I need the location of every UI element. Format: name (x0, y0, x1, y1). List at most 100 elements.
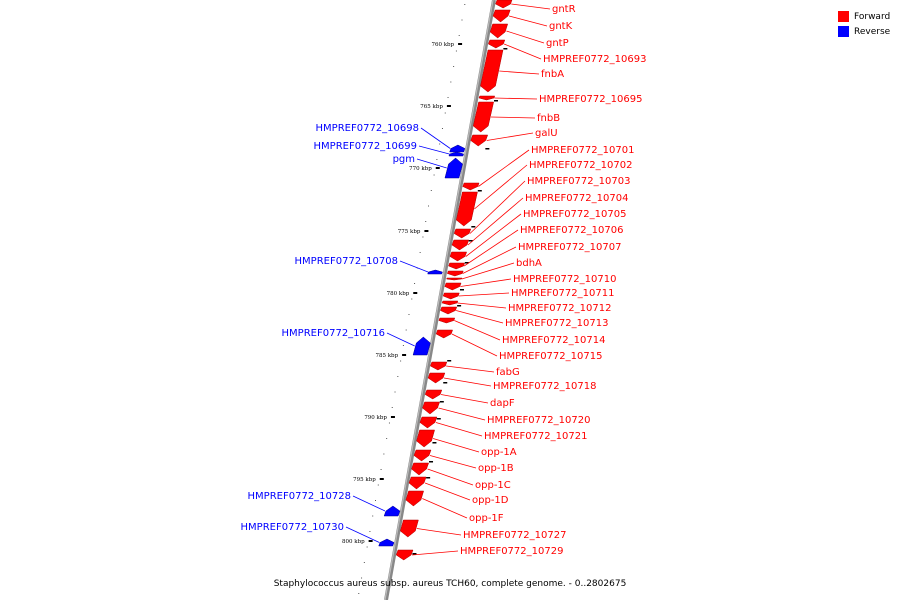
reverse-gene-feature[interactable] (449, 144, 466, 153)
forward-gene-label[interactable]: HMPREF0772_10712 (508, 303, 611, 314)
forward-gene-label[interactable]: opp-1B (478, 463, 514, 474)
forward-gene-label[interactable]: HMPREF0772_10706 (520, 225, 623, 236)
forward-gene-feature[interactable] (456, 191, 478, 227)
forward-gene-label[interactable]: HMPREF0772_10711 (511, 288, 614, 299)
ruler-dot (444, 112, 446, 114)
reverse-gene-feature[interactable] (444, 157, 463, 179)
forward-gene-feature[interactable] (430, 361, 448, 371)
forward-gene-feature[interactable] (442, 292, 460, 300)
scale-tick-label: 790 kbp (364, 415, 387, 421)
forward-gene-feature[interactable] (488, 39, 506, 49)
forward-gene-label[interactable]: HMPREF0772_10704 (525, 193, 628, 204)
forward-gene-feature[interactable] (427, 372, 446, 384)
forward-gene-feature[interactable] (449, 251, 467, 262)
forward-gene-label[interactable]: fabG (496, 367, 520, 378)
feature-marker (477, 190, 482, 192)
reverse-gene-label[interactable]: HMPREF0772_10716 (282, 328, 385, 339)
reverse-gene-label[interactable]: HMPREF0772_10698 (316, 123, 419, 134)
forward-gene-feature[interactable] (405, 490, 424, 507)
forward-gene-feature[interactable] (395, 549, 414, 561)
forward-gene-feature[interactable] (440, 306, 458, 315)
forward-gene-label[interactable]: HMPREF0772_10715 (499, 351, 602, 362)
forward-gene-label[interactable]: opp-1F (469, 513, 504, 524)
reverse-gene-label[interactable]: HMPREF0772_10699 (314, 141, 417, 152)
forward-gene-feature[interactable] (424, 389, 443, 400)
forward-gene-label[interactable]: HMPREF0772_10705 (523, 209, 626, 220)
reverse-gene-label[interactable]: HMPREF0772_10728 (248, 491, 351, 502)
genome-caption: Staphylococcus aureus subsp. aureus TCH6… (273, 579, 627, 589)
forward-gene-label[interactable]: opp-1A (481, 447, 517, 458)
backbone-shadow (384, 0, 496, 600)
forward-gene-label[interactable]: HMPREF0772_10713 (505, 318, 608, 329)
forward-gene-feature[interactable] (451, 239, 470, 251)
forward-gene-feature[interactable] (446, 270, 464, 277)
forward-gene-label[interactable]: bdhA (516, 258, 542, 269)
forward-gene-label[interactable]: HMPREF0772_10707 (518, 242, 621, 253)
forward-gene-feature[interactable] (448, 262, 466, 270)
forward-gene-label[interactable]: HMPREF0772_10693 (543, 54, 646, 65)
forward-gene-feature[interactable] (416, 429, 435, 448)
reverse-gene-feature[interactable] (383, 505, 401, 517)
forward-gene-feature[interactable] (470, 134, 489, 147)
forward-gene-feature[interactable] (495, 0, 513, 9)
ruler-dot (394, 391, 396, 393)
forward-gene-label[interactable]: HMPREF0772_10714 (502, 335, 605, 346)
forward-gene-label[interactable]: fnbA (541, 69, 564, 80)
feature-marker (436, 418, 441, 420)
ruler-dot (447, 97, 449, 98)
ruler-dot (397, 376, 399, 377)
forward-gene-feature[interactable] (453, 228, 472, 239)
ruler-dot (461, 19, 463, 21)
forward-gene-label[interactable]: gntP (546, 38, 569, 49)
forward-gene-label[interactable]: opp-1C (475, 480, 511, 491)
reverse-gene-feature[interactable] (378, 538, 395, 547)
forward-gene-feature[interactable] (492, 9, 511, 23)
forward-gene-label[interactable]: HMPREF0772_10720 (487, 415, 590, 426)
forward-gene-label[interactable]: HMPREF0772_10703 (527, 176, 630, 187)
ruler-dot (391, 407, 393, 408)
reverse-gene-label[interactable]: HMPREF0772_10730 (241, 522, 344, 533)
forward-gene-feature[interactable] (413, 449, 432, 462)
forward-gene-label[interactable]: fnbB (537, 113, 560, 124)
forward-gene-label[interactable]: HMPREF0772_10702 (529, 160, 632, 171)
forward-gene-feature[interactable] (472, 101, 494, 133)
reverse-gene-feature[interactable] (427, 269, 443, 275)
forward-gene-feature[interactable] (438, 317, 456, 324)
forward-gene-label[interactable]: HMPREF0772_10729 (460, 546, 563, 557)
forward-gene-feature[interactable] (478, 95, 496, 101)
forward-gene-feature[interactable] (400, 519, 419, 538)
forward-gene-label[interactable]: HMPREF0772_10701 (531, 145, 634, 156)
forward-gene-feature[interactable] (408, 476, 427, 490)
forward-gene-feature[interactable] (444, 282, 462, 291)
forward-gene-label[interactable]: HMPREF0772_10695 (539, 94, 642, 105)
forward-gene-feature[interactable] (462, 182, 480, 191)
forward-label-leader (462, 246, 517, 274)
forward-gene-label[interactable]: gntK (549, 21, 573, 32)
forward-gene-feature[interactable] (489, 23, 509, 39)
reverse-gene-label[interactable]: pgm (393, 154, 415, 165)
forward-gene-feature[interactable] (411, 462, 430, 476)
reverse-gene-label[interactable]: HMPREF0772_10708 (295, 256, 398, 267)
forward-gene-feature[interactable] (419, 416, 438, 429)
forward-label-leader (469, 180, 526, 234)
forward-gene-label[interactable]: HMPREF0772_10721 (484, 431, 587, 442)
forward-gene-label[interactable]: dapF (490, 398, 515, 409)
forward-label-leader (424, 482, 471, 501)
reverse-gene-feature[interactable] (448, 151, 464, 157)
ruler-dot (366, 546, 368, 548)
forward-gene-feature[interactable] (446, 277, 463, 281)
forward-gene-label[interactable]: HMPREF0772_10718 (493, 381, 596, 392)
forward-gene-label[interactable]: HMPREF0772_10710 (513, 274, 616, 285)
forward-gene-label[interactable]: galU (535, 128, 558, 139)
forward-gene-feature[interactable] (480, 49, 504, 93)
forward-gene-feature[interactable] (435, 329, 453, 339)
forward-gene-label[interactable]: HMPREF0772_10727 (463, 530, 566, 541)
forward-gene-label[interactable]: gntR (552, 4, 576, 15)
forward-gene-label[interactable]: opp-1D (472, 495, 509, 506)
forward-gene-feature[interactable] (422, 401, 440, 415)
ruler-dot (425, 221, 427, 222)
ruler-dot (441, 128, 443, 129)
forward-gene-feature[interactable] (441, 300, 459, 306)
reverse-gene-feature[interactable] (412, 336, 431, 356)
